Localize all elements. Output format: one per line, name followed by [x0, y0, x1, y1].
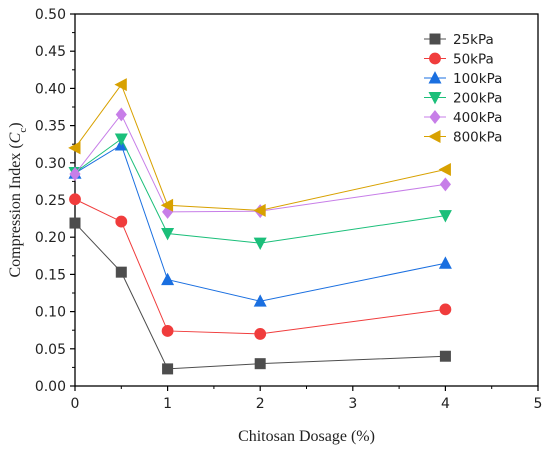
- data-point: [115, 266, 127, 278]
- y-tick-label: 0.20: [35, 230, 66, 246]
- x-axis: 0 1 2 3 4 5: [71, 386, 543, 412]
- data-point: [253, 294, 267, 307]
- data-point: [161, 227, 175, 241]
- data-point: [438, 162, 451, 176]
- y-tick-label: 0.10: [35, 305, 66, 321]
- x-tick-label: 2: [256, 396, 265, 412]
- y-axis-label-symbol: C: [7, 132, 24, 143]
- legend: 25kPa 50kPa 100kPa 200kPa 400kPa 800kPa: [424, 32, 502, 146]
- data-point: [438, 210, 452, 223]
- y-axis-label-main: Compression Index (: [7, 143, 24, 277]
- y-axis-label-end: ): [7, 122, 24, 127]
- legend-item: 800kPa: [424, 130, 502, 146]
- x-tick-label: 4: [441, 396, 450, 412]
- series-800kPa: [68, 78, 451, 217]
- y-axis: 0.00 0.05 0.10 0.15 0.20 0.25 0.30 0.35 0.40 0.45…: [35, 7, 75, 395]
- series-line: [74, 113, 446, 213]
- series-400kPa: [69, 107, 451, 219]
- y-tick-label: 0.05: [35, 342, 66, 358]
- legend-marker: [428, 71, 442, 84]
- data-point: [114, 78, 127, 92]
- legend-item: 200kPa: [424, 91, 502, 107]
- data-point: [439, 303, 452, 316]
- y-tick-label: 0.35: [35, 119, 66, 135]
- data-point: [161, 325, 174, 337]
- legend-label: 400kPa: [453, 110, 502, 126]
- data-point: [254, 328, 267, 340]
- data-point: [69, 166, 81, 181]
- data-point: [439, 177, 451, 192]
- x-tick-label: 0: [71, 396, 80, 412]
- legend-item: 100kPa: [424, 71, 502, 87]
- data-point: [253, 203, 266, 217]
- y-tick-label: 0.00: [35, 379, 66, 395]
- y-tick-label: 0.25: [35, 193, 66, 209]
- series-line: [74, 83, 446, 211]
- series-line: [74, 144, 446, 302]
- data-point: [114, 133, 128, 146]
- x-axis-label: Chitosan Dosage (%): [238, 428, 375, 445]
- series-line: [74, 198, 446, 335]
- y-axis-label-subscript: c: [17, 128, 29, 133]
- series-50kPa: [69, 193, 452, 340]
- data-point: [439, 350, 451, 362]
- legend-item: 50kPa: [424, 52, 494, 68]
- legend-marker: [429, 110, 441, 124]
- data-point: [253, 237, 267, 250]
- y-tick-label: 0.40: [35, 81, 66, 97]
- y-tick-label: 0.30: [35, 156, 66, 172]
- x-tick-label: 3: [348, 396, 357, 412]
- series-200kPa: [68, 133, 452, 250]
- legend-marker: [429, 52, 441, 65]
- data-point: [69, 193, 81, 206]
- legend-marker: [428, 92, 442, 105]
- y-axis-label: Compression Index (Cc): [7, 122, 29, 277]
- legend-label: 200kPa: [453, 91, 502, 107]
- x-tick-label: 5: [534, 396, 543, 412]
- data-point: [69, 217, 81, 229]
- data-point: [68, 141, 81, 155]
- legend-label: 50kPa: [453, 52, 494, 68]
- data-point: [160, 198, 174, 212]
- y-tick-label: 0.50: [35, 7, 66, 23]
- legend-marker: [429, 33, 441, 45]
- legend-label: 100kPa: [453, 71, 502, 87]
- legend-label: 800kPa: [453, 130, 502, 146]
- data-point: [254, 358, 266, 370]
- legend-item: 400kPa: [424, 110, 502, 126]
- series-layer: [68, 78, 452, 375]
- legend-marker: [428, 130, 441, 143]
- y-tick-label: 0.45: [35, 44, 66, 60]
- data-point: [438, 256, 452, 269]
- y-tick-label: 0.15: [35, 267, 66, 283]
- series-25kPa: [69, 217, 451, 375]
- data-point: [115, 107, 127, 122]
- series-line: [74, 138, 446, 244]
- data-point: [115, 215, 128, 228]
- legend-label: 25kPa: [453, 32, 494, 48]
- legend-item: 25kPa: [424, 32, 494, 48]
- data-point: [161, 272, 175, 286]
- x-tick-label: 1: [163, 396, 172, 412]
- data-point: [162, 363, 174, 375]
